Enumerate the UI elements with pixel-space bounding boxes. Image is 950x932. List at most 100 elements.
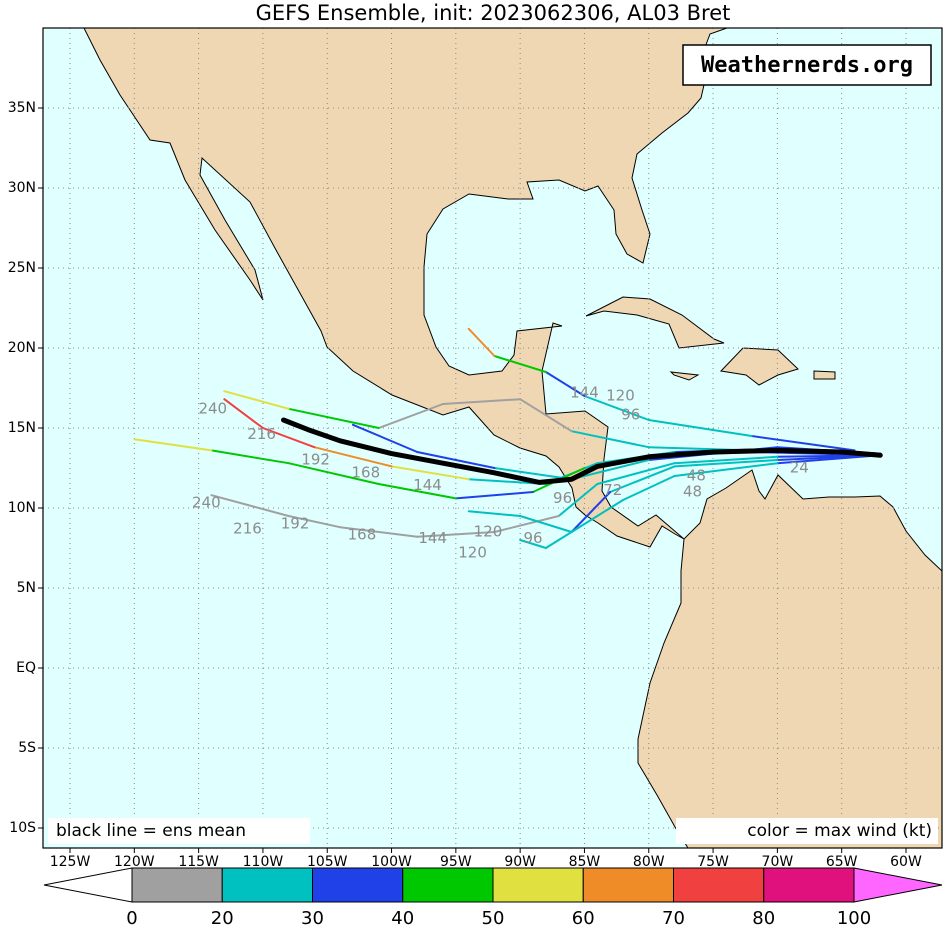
y-tick-label: 15N: [8, 420, 36, 436]
watermark-box: [682, 44, 932, 86]
colorbar-label: 40: [391, 908, 414, 929]
x-tick-label: 95W: [440, 854, 472, 870]
member-track-segment: [441, 398, 522, 405]
member-track-segment: [673, 455, 779, 465]
member-track-segment: [351, 423, 419, 453]
colorbar: 0 20 30 40 50 60 70 80 100: [43, 867, 943, 929]
member-track-segment: [622, 475, 676, 501]
x-tick-label: 85W: [569, 854, 601, 870]
x-tick-label: 120W: [114, 854, 155, 870]
member-track-segment: [493, 467, 573, 481]
member-track-segment: [467, 510, 522, 517]
member-track-segment: [223, 398, 264, 429]
member-track-segment: [390, 465, 470, 481]
member-track-segment: [493, 515, 560, 533]
member-track-segment: [519, 539, 547, 549]
x-tick-label: 105W: [307, 854, 348, 870]
member-track-segment: [287, 462, 380, 485]
member-track-segment: [287, 407, 380, 429]
member-track-segment: [609, 465, 676, 493]
colorbar-label: 50: [482, 908, 505, 929]
member-track-segment: [416, 531, 496, 538]
y-tick-label: 5S: [18, 740, 36, 756]
colorbar-segment: [131, 867, 223, 903]
hour-label: 120: [458, 543, 487, 561]
member-track-segment: [210, 449, 290, 465]
hour-label: 192: [281, 515, 310, 533]
colorbar-low: [43, 867, 133, 903]
colorbar-label: 100: [837, 908, 871, 929]
member-track-segment: [287, 515, 342, 529]
member-track-segment: [377, 483, 457, 500]
x-tick-label: 115W: [178, 854, 219, 870]
member-track-segment: [467, 327, 496, 357]
x-tick-label: 65W: [826, 854, 858, 870]
hour-label: 216: [247, 425, 276, 443]
hour-label: 72: [603, 481, 622, 499]
title: GEFS Ensemble, init: 2023062306, AL03 Br…: [256, 1, 731, 25]
y-tick-label: 35N: [8, 100, 36, 116]
member-track-segment: [557, 483, 599, 517]
colorbar-label: 20: [211, 908, 234, 929]
x-tick-label: 70W: [762, 854, 794, 870]
member-track-segment: [223, 390, 290, 410]
hour-label: 168: [348, 526, 377, 544]
colorbar-label: 70: [662, 908, 685, 929]
member-track-segment: [673, 459, 779, 468]
hour-label: 216: [233, 519, 262, 537]
colorbar-segment: [582, 867, 674, 903]
member-track-segment: [596, 462, 676, 485]
y-tick-label: 20N: [8, 340, 36, 356]
member-track-segment: [454, 491, 535, 500]
y-tick-label: 5N: [17, 580, 36, 596]
y-tick-label: 25N: [8, 260, 36, 276]
member-track-segment: [313, 446, 393, 468]
hour-label: 144: [413, 476, 442, 494]
colorbar-label: 60: [572, 908, 595, 929]
member-track-segment: [519, 398, 573, 433]
member-track-segment: [210, 494, 290, 517]
hour-label: 96: [523, 529, 542, 547]
x-tick-label: 100W: [371, 854, 412, 870]
x-tick-label: 90W: [504, 854, 536, 870]
x-tick-label: 75W: [697, 854, 729, 870]
mean-track: [281, 417, 883, 485]
colorbar-segment: [492, 867, 584, 903]
colorbar-segment: [763, 867, 855, 903]
member-track-segment: [647, 419, 753, 437]
hour-label: 96: [621, 406, 640, 424]
member-track-segment: [493, 355, 547, 373]
member-track-segment: [570, 430, 650, 449]
hour-label: 168: [351, 463, 380, 481]
member-track-segment: [776, 454, 882, 465]
colorbar-label: 80: [752, 908, 775, 929]
member-track-segment: [583, 499, 625, 525]
note-box: [48, 818, 310, 844]
puerto-rico: [813, 370, 836, 380]
member-track-segment: [544, 523, 586, 549]
colorbar-segment: [402, 867, 494, 903]
note-left: black line = ens mean: [56, 821, 246, 841]
y-tick-label: 30N: [8, 180, 36, 196]
x-tick-label: 80W: [633, 854, 665, 870]
hour-label: 96: [553, 489, 572, 507]
y-tick-label: 10S: [9, 820, 36, 836]
member-track-segment: [544, 371, 586, 397]
x-tick-label: 60W: [890, 854, 922, 870]
frame: [42, 27, 943, 849]
hour-label: 144: [418, 529, 447, 547]
jamaica: [669, 371, 700, 381]
member-track-segment: [133, 438, 213, 452]
note-box: [676, 818, 938, 844]
americas: [83, 28, 942, 848]
hour-label: 120: [474, 523, 503, 541]
colorbar-segment: [673, 867, 765, 903]
x-tick-label: 125W: [50, 854, 91, 870]
member-track-segment: [673, 462, 779, 477]
member-track-segment: [570, 491, 612, 533]
colorbar-label: 30: [301, 908, 324, 929]
member-track-segment: [416, 451, 496, 469]
hour-label: 192: [301, 451, 330, 469]
land: [83, 28, 942, 848]
